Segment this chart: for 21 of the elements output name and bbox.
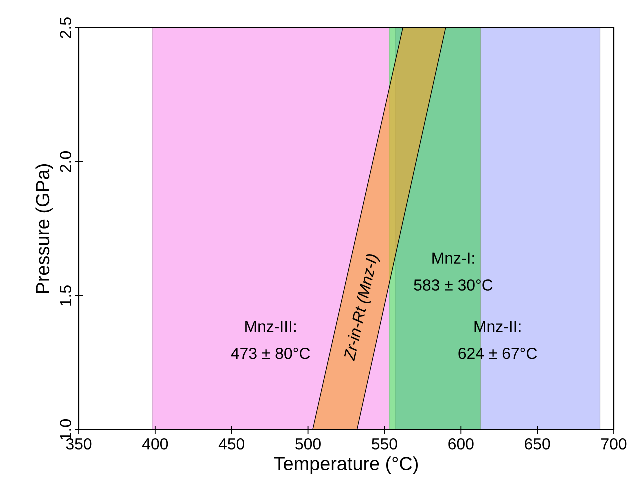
annotation: 473 ± 80°C bbox=[231, 348, 310, 360]
y-tick-label: 2.5 bbox=[60, 18, 72, 38]
x-axis-title: Temperature (°C) bbox=[274, 456, 418, 474]
annotation: Mnz-II: bbox=[474, 321, 521, 332]
x-tick-label: 350 bbox=[66, 438, 92, 450]
x-tick-label: 500 bbox=[296, 438, 321, 450]
x-tick-label: 600 bbox=[448, 438, 474, 450]
y-tick-label: 1.5 bbox=[60, 286, 72, 306]
x-tick-label: 450 bbox=[218, 438, 245, 450]
annotation: Mnz-III: bbox=[246, 321, 296, 332]
x-tick-label: 400 bbox=[142, 438, 168, 450]
x-tick-label: 550 bbox=[372, 438, 398, 450]
annotation: Mnz-I: bbox=[432, 252, 474, 264]
series-label: Zr-in-Rt (Mnz-I) bbox=[344, 254, 380, 362]
y-axis-title: Pressure (GPa) bbox=[36, 164, 54, 294]
x-tick-label: 650 bbox=[525, 438, 550, 450]
y-tick-label: 1.0 bbox=[60, 420, 72, 440]
annotation: 624 ± 67°C bbox=[458, 348, 538, 360]
y-tick-label: 2.0 bbox=[60, 152, 72, 172]
annotation: 583 ± 30°C bbox=[414, 280, 493, 291]
x-tick-label: 700 bbox=[602, 438, 627, 450]
